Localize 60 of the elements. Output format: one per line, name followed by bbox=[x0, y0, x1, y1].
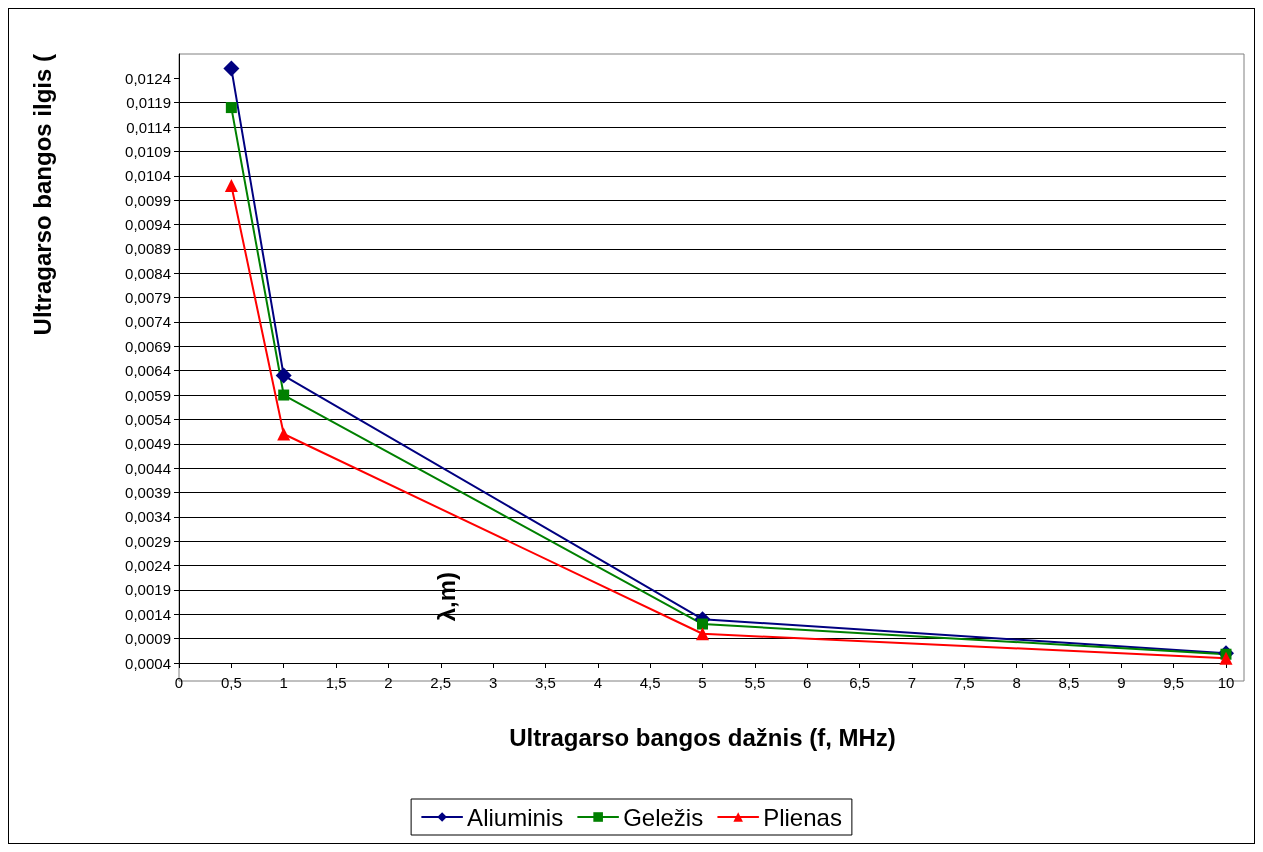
y-tick-label: 0,0069 bbox=[125, 337, 171, 355]
point bbox=[223, 60, 240, 77]
point bbox=[277, 427, 291, 441]
point bbox=[697, 618, 708, 630]
y-tick-label: 0,0059 bbox=[125, 386, 171, 404]
y-axis-title: Ultragarso bangos ilgis ( bbox=[28, 54, 56, 336]
x-tick-label: 9,5 bbox=[1163, 674, 1185, 691]
x-tick-label: 1 bbox=[279, 674, 288, 691]
y-tick-label: 0,0089 bbox=[125, 240, 171, 258]
legend-label: Plienas bbox=[763, 803, 842, 831]
x-tick-label: 3 bbox=[488, 674, 498, 691]
x-tick-label: 2 bbox=[384, 674, 393, 691]
x-tick-label: 6 bbox=[803, 674, 812, 691]
y-tick-label: 0,0074 bbox=[125, 313, 171, 331]
y-tick-label: 0,0109 bbox=[125, 142, 171, 160]
x-tick-label: 10 bbox=[1217, 674, 1235, 691]
y-tick-label: 0,0029 bbox=[125, 532, 171, 550]
y-tick-label: 0,0099 bbox=[125, 191, 171, 209]
x-tick-label: 2,5 bbox=[430, 674, 452, 691]
y-tick-label: 0,0044 bbox=[125, 459, 171, 477]
x-tick-label: 7,5 bbox=[953, 674, 975, 691]
y-tick-label: 0,0084 bbox=[125, 264, 171, 282]
x-tick-label: 0 bbox=[174, 674, 184, 691]
y-tick-label: 0,0119 bbox=[126, 94, 171, 112]
point bbox=[225, 102, 237, 114]
y-tick-label: 0,0039 bbox=[125, 483, 171, 501]
x-tick-label: 8 bbox=[1012, 674, 1021, 691]
x-tick-label: 4 bbox=[593, 674, 602, 691]
y-tick-label: 0,0104 bbox=[125, 167, 171, 185]
point bbox=[275, 367, 292, 384]
y-tick-label: 0,0124 bbox=[125, 69, 171, 87]
x-tick-label: 5 bbox=[698, 674, 707, 691]
y-tick-label: 0,0024 bbox=[125, 557, 171, 575]
y-tick-label: 0,0114 bbox=[126, 118, 171, 136]
y-tick-label: 0,0009 bbox=[125, 630, 171, 648]
x-tick-label: 6,5 bbox=[849, 674, 870, 691]
y-tick-label: 0,0034 bbox=[125, 508, 171, 526]
x-tick-label: 8,5 bbox=[1058, 674, 1080, 691]
y-tick-label: 0,0019 bbox=[125, 581, 171, 599]
x-axis-title: Ultragarso bangos dažnis (f, MHz) bbox=[509, 723, 896, 751]
y-tick-label: 0,0079 bbox=[125, 289, 171, 307]
y-tick-label: 0,0004 bbox=[125, 654, 171, 672]
y-tick-label: 0,0049 bbox=[125, 435, 171, 453]
x-tick-label: 3,5 bbox=[535, 674, 556, 691]
legend-label: Geležis bbox=[623, 803, 704, 831]
x-tick-label: 4,5 bbox=[639, 674, 661, 691]
y-tick-label: 0,0064 bbox=[125, 362, 171, 380]
y-tick-label: 0,0094 bbox=[125, 216, 171, 234]
point bbox=[1219, 651, 1233, 665]
x-tick-label: 0,5 bbox=[220, 674, 242, 691]
y-tick-label: 0,0054 bbox=[125, 410, 171, 428]
legend-label: Aliuminis bbox=[467, 803, 564, 831]
point bbox=[224, 179, 238, 193]
point bbox=[696, 627, 709, 641]
point bbox=[278, 389, 290, 401]
y-tick-label: 0,0014 bbox=[125, 605, 171, 623]
x-tick-label: 9 bbox=[1117, 674, 1126, 691]
x-tick-label: 1,5 bbox=[325, 674, 347, 691]
x-tick-label: 7 bbox=[907, 674, 917, 691]
x-tick-label: 5,5 bbox=[744, 674, 766, 691]
